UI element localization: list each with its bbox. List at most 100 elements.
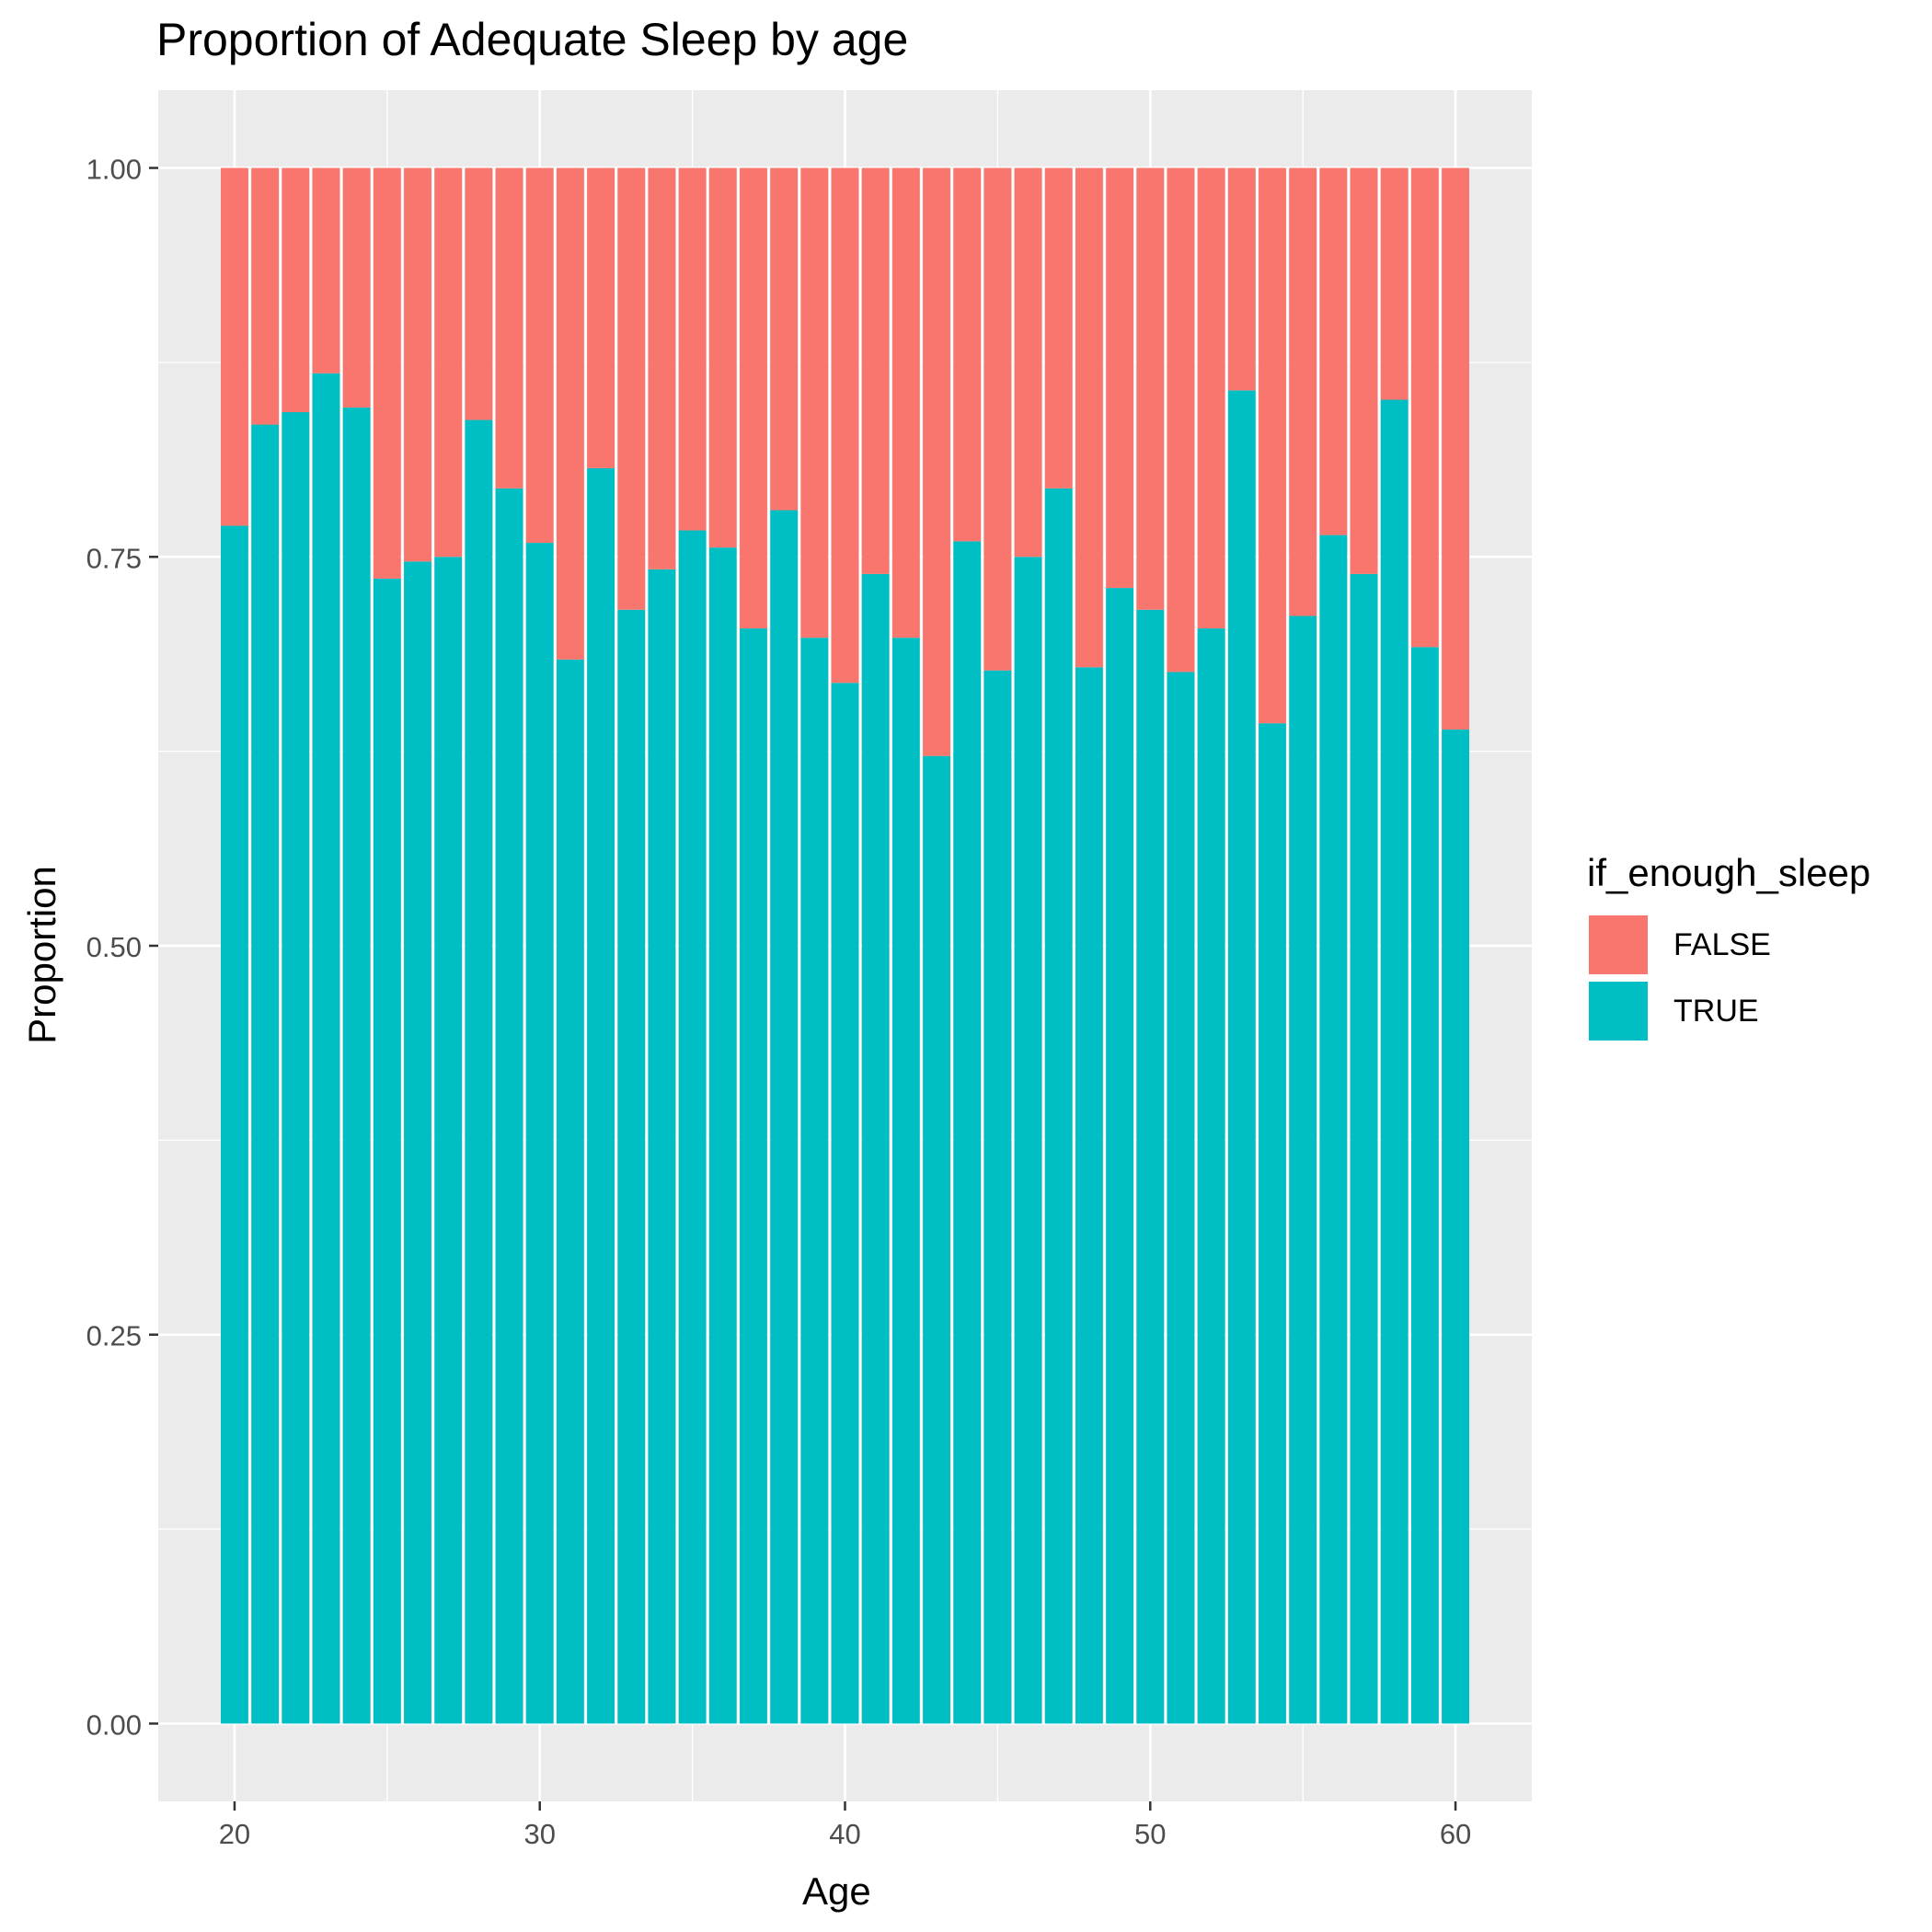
bar-false-age-32 xyxy=(587,167,615,468)
bar-true-age-28 xyxy=(465,420,493,1724)
bar-true-age-29 xyxy=(495,488,523,1724)
bar-true-age-57 xyxy=(1350,573,1378,1724)
bar-true-age-45 xyxy=(983,670,1012,1724)
bar-false-age-22 xyxy=(282,167,310,413)
bar-true-age-58 xyxy=(1380,399,1409,1724)
bar-true-age-23 xyxy=(312,373,340,1724)
bar-true-age-51 xyxy=(1167,672,1195,1724)
bar-false-age-34 xyxy=(648,167,676,569)
bar-false-age-26 xyxy=(404,167,431,562)
x-axis: 20 30 40 50 60 xyxy=(219,1801,1471,1850)
bar-true-age-41 xyxy=(861,573,890,1724)
legend-item-true: TRUE xyxy=(1587,978,1870,1044)
bar-false-age-39 xyxy=(800,167,829,638)
bar-false-age-55 xyxy=(1289,167,1317,616)
bar-false-age-36 xyxy=(708,167,737,548)
bar-false-age-48 xyxy=(1075,167,1103,668)
legend-item-false: FALSE xyxy=(1587,912,1870,978)
bar-true-age-49 xyxy=(1106,588,1134,1724)
y-tick-label: 1.00 xyxy=(86,154,142,186)
bar-false-age-35 xyxy=(678,167,707,531)
bar-false-age-54 xyxy=(1259,167,1286,724)
bar-series xyxy=(221,167,1469,1724)
bar-false-age-44 xyxy=(953,167,982,542)
bar-true-age-20 xyxy=(221,525,248,1724)
bar-false-age-27 xyxy=(434,167,463,558)
bar-false-age-23 xyxy=(312,167,340,374)
bar-false-age-57 xyxy=(1350,167,1378,574)
legend: if_enough_sleep FALSE TRUE xyxy=(1587,851,1870,1044)
bar-true-age-47 xyxy=(1044,488,1073,1724)
bar-false-age-25 xyxy=(373,167,401,579)
bar-false-age-46 xyxy=(1014,167,1042,558)
bar-false-age-49 xyxy=(1106,167,1134,589)
bar-false-age-21 xyxy=(251,167,280,425)
bar-false-age-53 xyxy=(1227,167,1256,391)
legend-label-false: FALSE xyxy=(1673,926,1771,962)
bar-false-age-24 xyxy=(342,167,371,408)
bar-false-age-29 xyxy=(495,167,523,489)
bar-true-age-38 xyxy=(770,510,799,1724)
y-axis: 0.00 0.25 0.50 0.75 1.00 xyxy=(86,154,158,1741)
y-tick-label: 0.00 xyxy=(86,1708,142,1741)
legend-key-false xyxy=(1587,914,1650,976)
legend-label-true: TRUE xyxy=(1673,993,1759,1029)
bar-true-age-43 xyxy=(923,755,950,1724)
bar-true-age-42 xyxy=(891,638,920,1724)
bar-true-age-32 xyxy=(587,467,615,1724)
bar-true-age-33 xyxy=(617,609,646,1724)
bar-true-age-36 xyxy=(708,547,737,1724)
bar-false-age-45 xyxy=(983,167,1012,671)
bar-true-age-60 xyxy=(1442,729,1469,1724)
legend-key-true xyxy=(1587,980,1650,1042)
bar-false-age-38 xyxy=(770,167,799,511)
y-axis-label: Proportion xyxy=(20,866,63,1044)
x-tick-label: 30 xyxy=(523,1818,555,1850)
bar-false-age-52 xyxy=(1197,167,1225,629)
x-tick-label: 50 xyxy=(1134,1818,1166,1850)
x-tick-label: 20 xyxy=(219,1818,250,1850)
x-tick-label: 40 xyxy=(829,1818,860,1850)
bar-true-age-31 xyxy=(556,659,584,1724)
legend-title: if_enough_sleep xyxy=(1587,851,1871,894)
bar-true-age-48 xyxy=(1075,667,1103,1724)
y-tick-label: 0.75 xyxy=(86,542,142,574)
bar-true-age-24 xyxy=(342,407,371,1724)
bar-true-age-56 xyxy=(1319,535,1348,1724)
bar-false-age-50 xyxy=(1136,167,1165,610)
bar-true-age-53 xyxy=(1227,390,1256,1724)
bar-true-age-55 xyxy=(1289,615,1317,1724)
x-axis-label: Age xyxy=(802,1869,871,1913)
bar-false-age-41 xyxy=(861,167,890,574)
bar-false-age-30 xyxy=(525,167,554,544)
bar-true-age-26 xyxy=(404,561,431,1724)
bar-false-age-59 xyxy=(1410,167,1439,648)
bar-false-age-51 xyxy=(1167,167,1195,673)
bar-true-age-52 xyxy=(1197,628,1225,1724)
x-tick-label: 60 xyxy=(1440,1818,1471,1850)
bar-false-age-40 xyxy=(831,167,859,684)
bar-true-age-27 xyxy=(434,557,463,1724)
bar-false-age-33 xyxy=(617,167,646,610)
bar-true-age-44 xyxy=(953,541,982,1724)
bar-false-age-20 xyxy=(221,167,248,526)
bar-true-age-21 xyxy=(251,424,280,1724)
bar-false-age-31 xyxy=(556,167,584,660)
bar-true-age-50 xyxy=(1136,609,1165,1724)
bar-true-age-25 xyxy=(373,578,401,1724)
bar-false-age-60 xyxy=(1442,167,1469,730)
bar-false-age-43 xyxy=(923,167,950,756)
bar-true-age-35 xyxy=(678,530,707,1724)
bar-true-age-30 xyxy=(525,543,554,1724)
bar-true-age-37 xyxy=(740,628,767,1724)
bar-true-age-34 xyxy=(648,569,676,1724)
bar-true-age-39 xyxy=(800,638,829,1724)
bar-false-age-47 xyxy=(1044,167,1073,489)
bar-true-age-46 xyxy=(1014,557,1042,1724)
bar-false-age-42 xyxy=(891,167,920,638)
bar-false-age-56 xyxy=(1319,167,1348,535)
bar-false-age-58 xyxy=(1380,167,1409,400)
bar-true-age-40 xyxy=(831,683,859,1724)
bar-false-age-37 xyxy=(740,167,767,629)
